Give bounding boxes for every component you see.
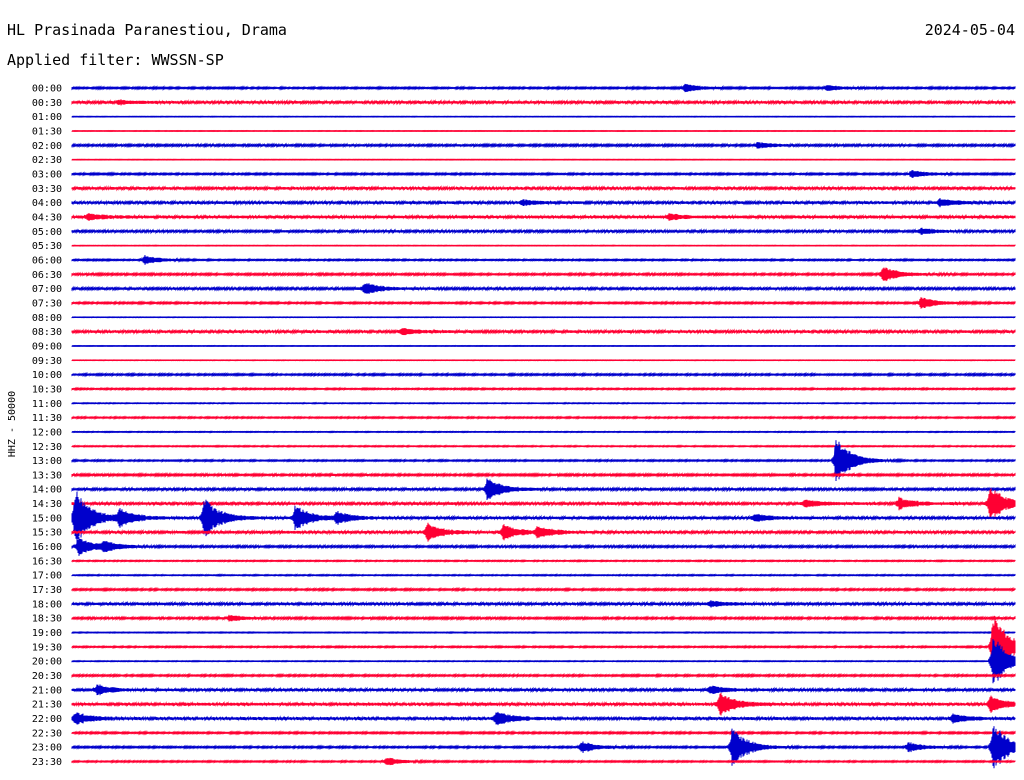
tick-label: 15:00	[32, 513, 62, 524]
tick-label: 11:00	[32, 399, 62, 410]
tick-label: 01:00	[32, 112, 62, 123]
tick-label: 05:30	[32, 241, 62, 252]
tick-label: 14:00	[32, 485, 62, 496]
tick-label: 23:00	[32, 743, 62, 754]
tick-label: 12:00	[32, 427, 62, 438]
tick-label: 11:30	[32, 413, 62, 424]
tick-label: 04:30	[32, 212, 62, 223]
date-label: 2024-05-04	[925, 21, 1015, 39]
channel-axis-label: HHZ - 50000	[7, 391, 18, 457]
filter-label: Applied filter: WWSSN-SP	[7, 51, 224, 69]
tick-label: 02:00	[32, 141, 62, 152]
tick-label: 15:30	[32, 528, 62, 539]
tick-label: 17:00	[32, 571, 62, 582]
tick-label: 20:00	[32, 657, 62, 668]
tick-label: 08:30	[32, 327, 62, 338]
tick-label: 17:30	[32, 585, 62, 596]
tick-label: 21:30	[32, 700, 62, 711]
time-tick-labels: 00:00 00:30 01:00 01:30 02:00 02:30 03:00 03:30…	[32, 84, 62, 769]
tick-label: 07:00	[32, 284, 62, 295]
tick-label: 12:30	[32, 442, 62, 453]
tick-label: 13:00	[32, 456, 62, 467]
tick-label: 19:00	[32, 628, 62, 639]
tick-label: 02:30	[32, 155, 62, 166]
tick-label: 23:30	[32, 757, 62, 768]
tick-label: 09:30	[32, 356, 62, 367]
tick-label: 20:30	[32, 671, 62, 682]
tick-label: 03:30	[32, 184, 62, 195]
tick-label: 06:00	[32, 255, 62, 266]
seismic-traces	[71, 83, 1016, 769]
tick-label: 01:30	[32, 126, 62, 137]
tick-label: 16:00	[32, 542, 62, 553]
tick-label: 10:30	[32, 384, 62, 395]
tick-label: 07:30	[32, 298, 62, 309]
tick-label: 18:00	[32, 599, 62, 610]
tick-label: 00:30	[32, 98, 62, 109]
tick-label: 22:30	[32, 728, 62, 739]
tick-label: 18:30	[32, 614, 62, 625]
tick-label: 21:00	[32, 685, 62, 696]
tick-label: 10:00	[32, 370, 62, 381]
tick-label: 19:30	[32, 642, 62, 653]
tick-label: 08:00	[32, 313, 62, 324]
tick-label: 00:00	[32, 84, 62, 95]
tick-label: 09:00	[32, 341, 62, 352]
tick-label: 22:00	[32, 714, 62, 725]
tick-label: 14:30	[32, 499, 62, 510]
station-title: HL Prasinada Paranestiou, Drama	[7, 21, 287, 39]
tick-label: 03:00	[32, 169, 62, 180]
tick-label: 06:30	[32, 270, 62, 281]
tick-label: 16:30	[32, 556, 62, 567]
tick-label: 04:00	[32, 198, 62, 209]
tick-label: 13:30	[32, 470, 62, 481]
tick-label: 05:00	[32, 227, 62, 238]
